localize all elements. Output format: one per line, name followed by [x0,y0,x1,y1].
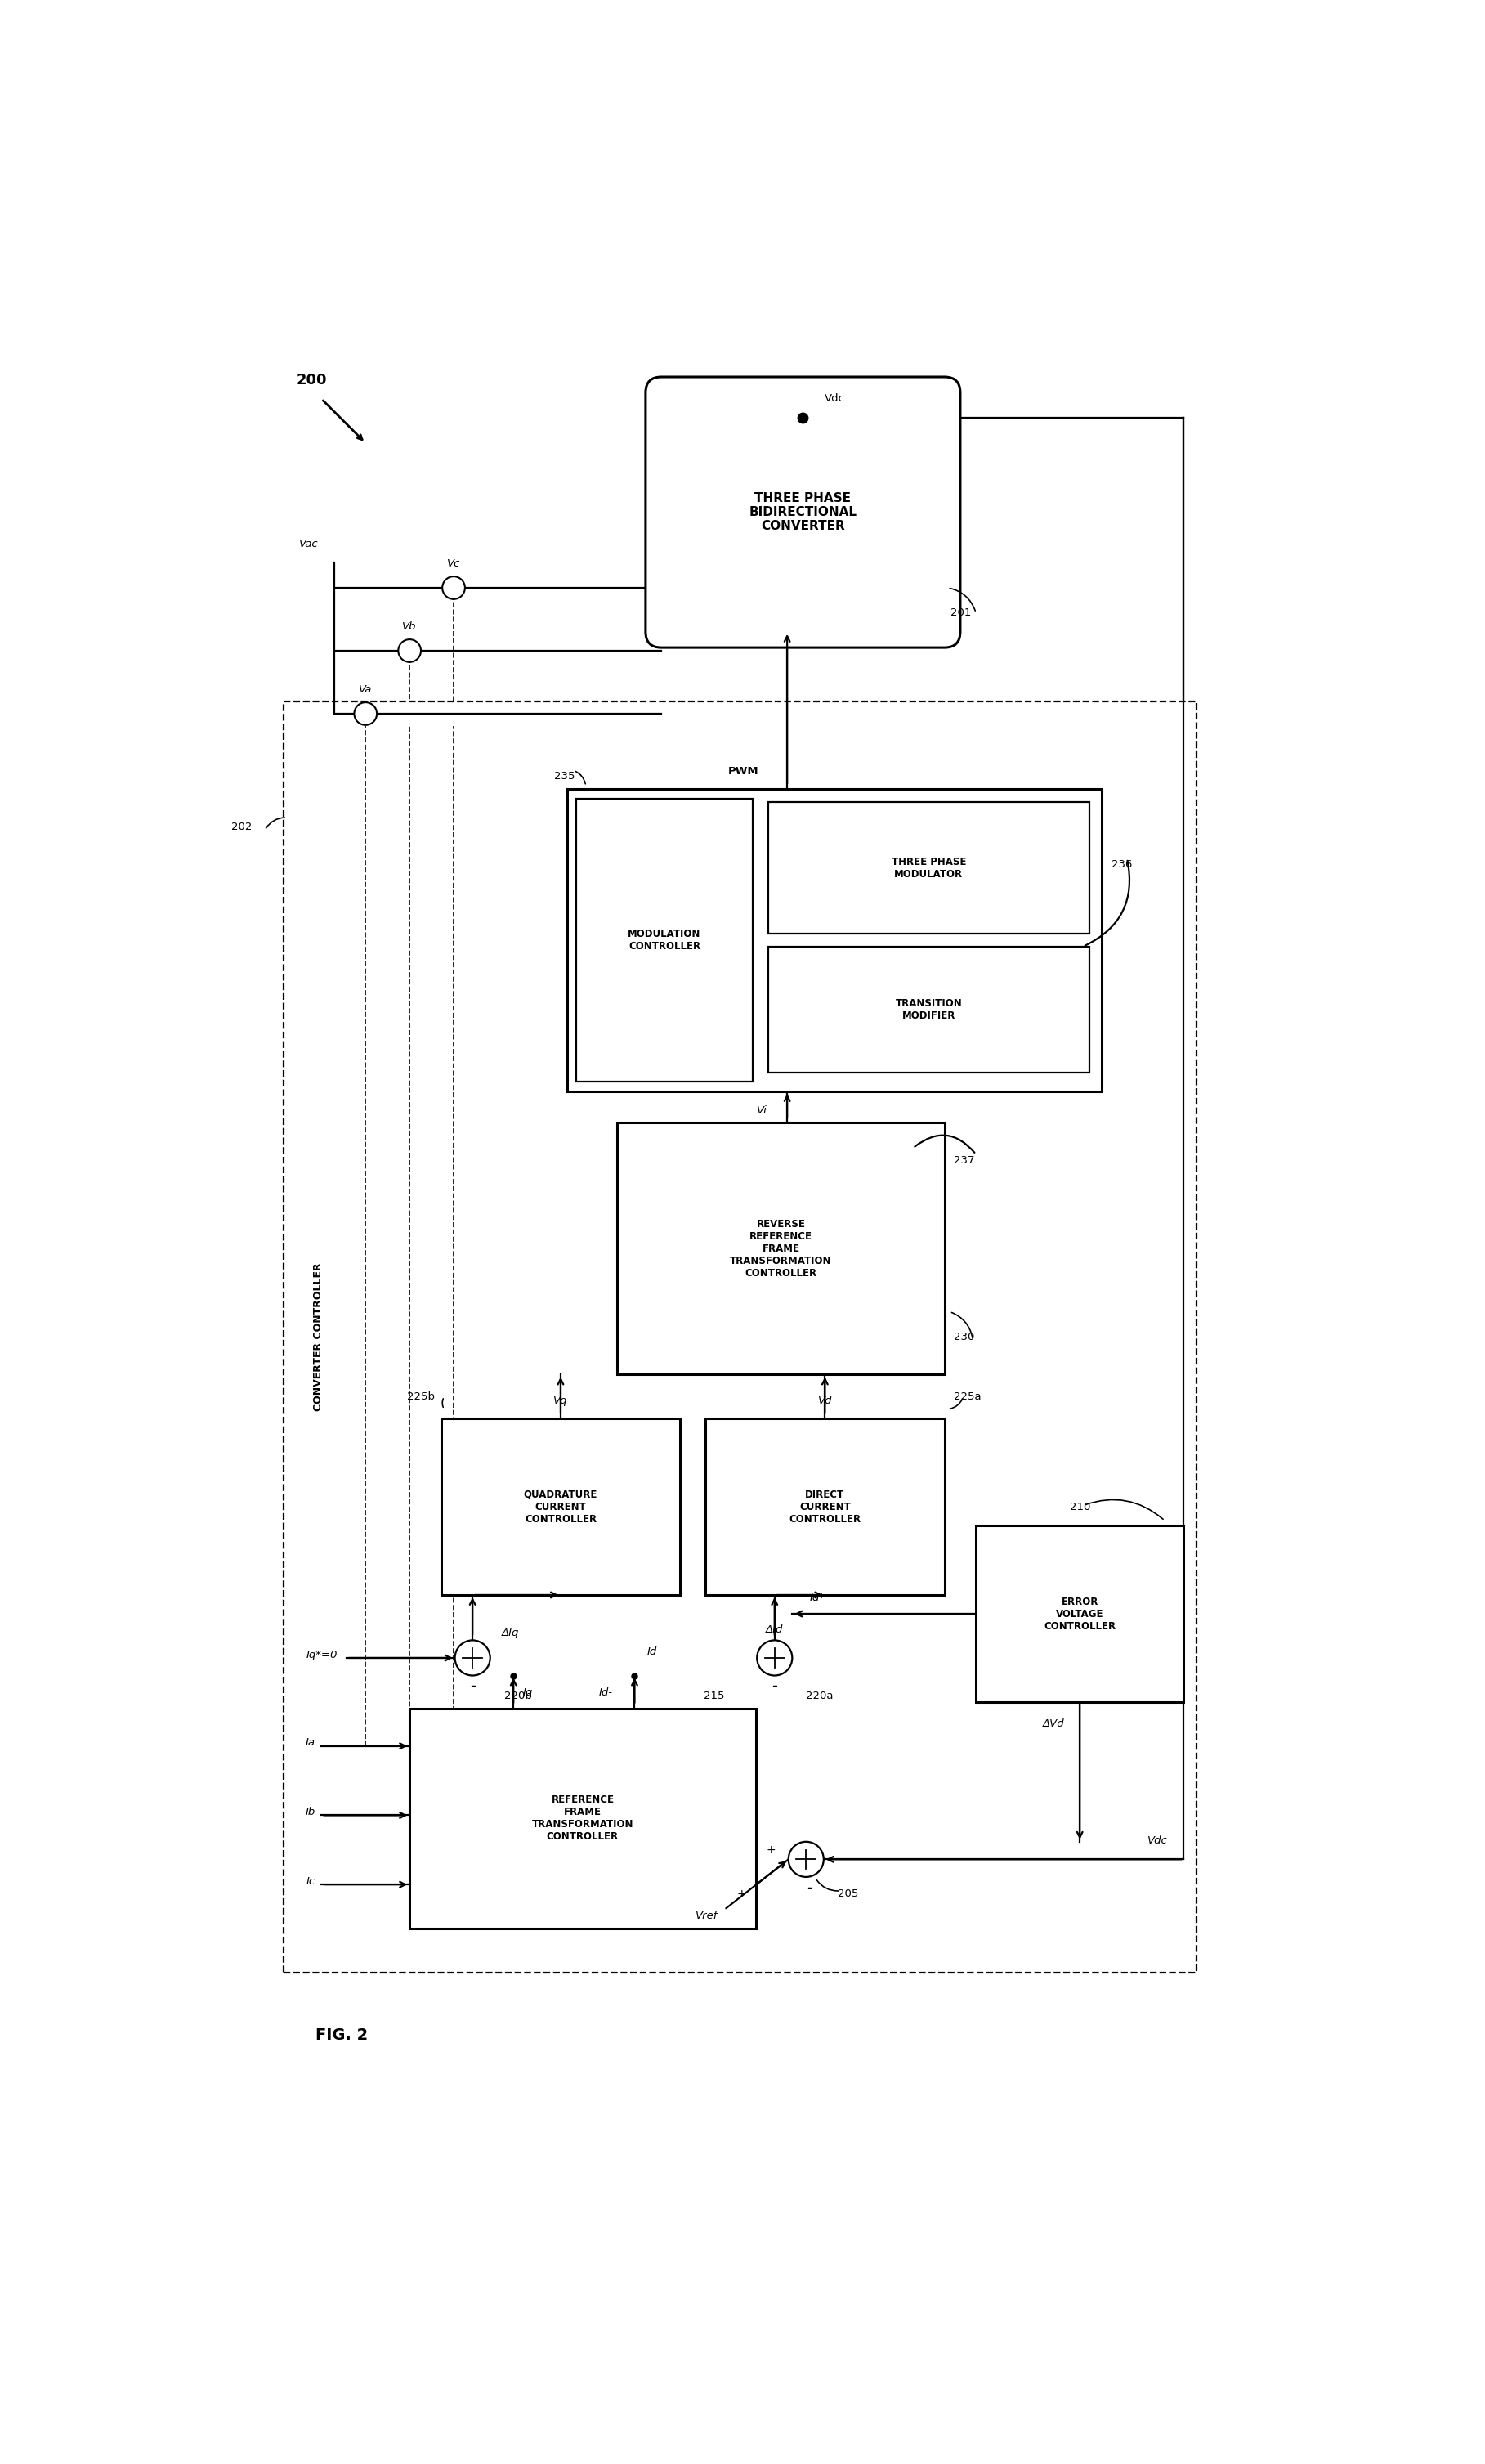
Bar [976,1525,1184,1703]
Circle shape [398,638,420,663]
Text: Vref: Vref [695,1910,717,1922]
Text: Iq: Iq [523,1688,533,1698]
Text: THREE PHASE
MODULATOR: THREE PHASE MODULATOR [891,857,967,880]
Text: TRANSITION
MODIFIER: TRANSITION MODIFIER [895,998,962,1020]
Text: ΔVd: ΔVd [1042,1720,1065,1730]
Text: Vb: Vb [402,621,417,633]
Text: CONVERTER CONTROLLER: CONVERTER CONTROLLER [313,1262,324,1412]
Text: MODULATION
CONTROLLER: MODULATION CONTROLLER [628,929,701,951]
Bar [618,1124,944,1375]
Text: QUADRATURE
CURRENT
CONTROLLER: QUADRATURE CURRENT CONTROLLER [524,1488,597,1525]
Text: 220b: 220b [503,1690,532,1700]
Text: ΔId: ΔId [766,1624,783,1636]
Text: Vdc: Vdc [1148,1836,1167,1846]
Text: ΔIq: ΔIq [502,1626,520,1639]
Circle shape [454,1641,490,1676]
Text: Id-: Id- [598,1688,612,1698]
Text: REVERSE
REFERENCE
FRAME
TRANSFORMATION
CONTROLLER: REVERSE REFERENCE FRAME TRANSFORMATION C… [731,1220,832,1279]
Text: Id: Id [647,1646,658,1656]
Bar [567,788,1102,1092]
Circle shape [355,702,377,724]
Text: 237: 237 [953,1156,974,1165]
Bar [441,1419,680,1594]
Text: 225a: 225a [953,1392,982,1402]
Text: Vc: Vc [447,559,460,569]
Text: THREE PHASE
BIDIRECTIONAL
CONVERTER: THREE PHASE BIDIRECTIONAL CONVERTER [748,493,857,532]
Bar [284,702,1197,1974]
Text: Ic: Ic [306,1875,315,1887]
Text: Vdc: Vdc [826,394,845,404]
Text: Id*: Id* [809,1592,826,1604]
Text: ERROR
VOLTAGE
CONTROLLER: ERROR VOLTAGE CONTROLLER [1044,1597,1115,1631]
Bar [410,1708,756,1929]
Text: DIRECT
CURRENT
CONTROLLER: DIRECT CURRENT CONTROLLER [789,1488,861,1525]
Text: +: + [766,1843,775,1855]
Text: 200: 200 [297,372,327,387]
Text: 202: 202 [232,821,252,833]
Text: PWM: PWM [728,766,759,776]
Text: FIG. 2: FIG. 2 [315,2028,368,2043]
Text: Ib: Ib [306,1806,315,1818]
Text: REFERENCE
FRAME
TRANSFORMATION
CONTROLLER: REFERENCE FRAME TRANSFORMATION CONTROLLE… [532,1794,634,1843]
Text: +: + [737,1887,747,1900]
Text: 220a: 220a [806,1690,833,1700]
Text: 201: 201 [950,609,971,618]
Circle shape [757,1641,792,1676]
Circle shape [789,1841,824,1878]
Bar [576,798,753,1082]
Bar [705,1419,944,1594]
Text: Vq: Vq [554,1395,567,1407]
Text: Vd: Vd [818,1395,832,1407]
Circle shape [443,577,465,599]
Text: 225b: 225b [407,1392,435,1402]
Text: Iq*=0: Iq*=0 [306,1648,337,1661]
Text: Va: Va [359,685,373,695]
Text: Vi: Vi [757,1104,768,1116]
Text: 210: 210 [1069,1501,1090,1513]
Bar [768,801,1089,934]
Text: -: - [806,1880,812,1895]
Text: -: - [469,1680,475,1695]
Bar [768,946,1089,1072]
Text: 236: 236 [1111,860,1132,870]
Text: 215: 215 [704,1690,725,1700]
Text: 235: 235 [554,771,575,781]
Text: -: - [772,1680,778,1695]
Text: 205: 205 [838,1887,858,1900]
FancyBboxPatch shape [646,377,961,648]
Text: Vac: Vac [298,540,318,549]
Text: 230: 230 [953,1331,974,1343]
Text: Ia: Ia [306,1737,315,1747]
